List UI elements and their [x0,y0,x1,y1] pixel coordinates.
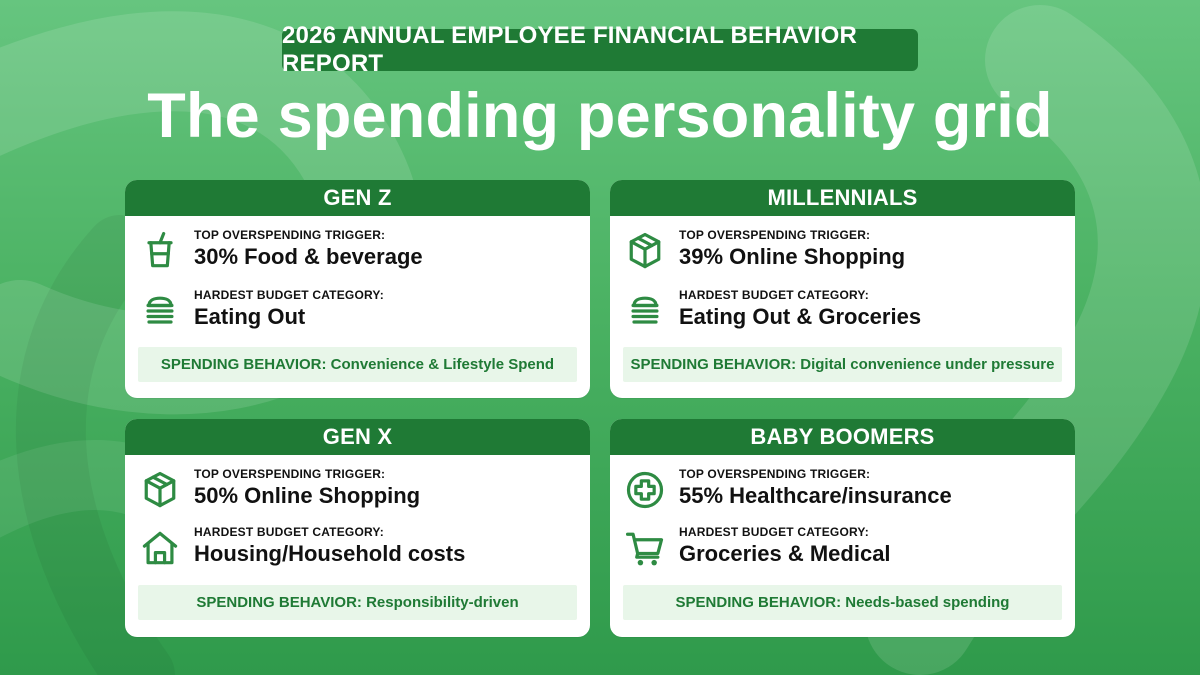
budget-category-row: HARDEST BUDGET CATEGORY: Groceries & Med… [610,525,1075,579]
drink-cup-icon [137,228,183,274]
budget-label: HARDEST BUDGET CATEGORY: [194,525,384,539]
spending-behavior-text: SPENDING BEHAVIOR: Convenience & Lifesty… [160,356,555,373]
medical-cross-icon [622,467,668,513]
card-header: GEN X [125,419,590,455]
trigger-value: 30% Food & beverage [194,244,423,269]
budget-value: Eating Out & Groceries [679,304,922,329]
trigger-label: TOP OVERSPENDING TRIGGER: [194,228,386,242]
page-title: The spending personality grid [0,81,1200,151]
spending-behavior: SPENDING BEHAVIOR: Digital convenience u… [623,347,1062,382]
overspending-trigger-row: TOP OVERSPENDING TRIGGER: 55% Healthcare… [610,467,1075,521]
budget-value: Housing/Household costs [194,541,466,566]
shopping-cart-icon [622,525,668,571]
card-header: BABY BOOMERS [610,419,1075,455]
trigger-label: TOP OVERSPENDING TRIGGER: [679,228,871,242]
card-title: GEN Z [323,185,392,210]
package-box-icon [137,467,183,513]
report-badge: 2026 ANNUAL EMPLOYEE FINANCIAL BEHAVIOR … [282,22,918,77]
budget-category-row: HARDEST BUDGET CATEGORY: Eating Out & Gr… [610,288,1075,342]
budget-label: HARDEST BUDGET CATEGORY: [679,288,869,302]
report-badge-label: 2026 ANNUAL EMPLOYEE FINANCIAL BEHAVIOR … [282,22,857,77]
overspending-trigger-row: TOP OVERSPENDING TRIGGER: 39% Online Sho… [610,228,1075,282]
package-box-icon [622,228,668,274]
burger-icon [137,288,183,334]
trigger-value: 39% Online Shopping [679,244,906,269]
spending-behavior: SPENDING BEHAVIOR: Needs-based spending [623,585,1062,620]
trigger-label: TOP OVERSPENDING TRIGGER: [194,467,386,481]
overspending-trigger-row: TOP OVERSPENDING TRIGGER: 30% Food & bev… [125,228,590,282]
trigger-value: 55% Healthcare/insurance [679,483,952,508]
budget-value: Groceries & Medical [679,541,891,566]
burger-icon [622,288,668,334]
budget-category-row: HARDEST BUDGET CATEGORY: Eating Out [125,288,590,342]
card-title: MILLENNIALS [767,185,918,210]
card-header: GEN Z [125,180,590,216]
card-header: MILLENNIALS [610,180,1075,216]
card-gen-x: GEN X TOP OVERSPENDING TRIGGER: 50% Onli… [125,419,590,637]
card-baby-boomers: BABY BOOMERS TOP OVERSPENDING TRIGGER: 5… [610,419,1075,637]
page-title-text: The spending personality grid [147,81,1053,151]
card-millennials: MILLENNIALS TOP OVERSPENDING TRIGGER: 39… [610,180,1075,398]
spending-behavior-text: SPENDING BEHAVIOR: Digital convenience u… [630,356,1055,373]
budget-label: HARDEST BUDGET CATEGORY: [679,525,869,539]
card-title: BABY BOOMERS [750,424,935,449]
budget-value: Eating Out [194,304,306,329]
budget-label: HARDEST BUDGET CATEGORY: [194,288,384,302]
overspending-trigger-row: TOP OVERSPENDING TRIGGER: 50% Online Sho… [125,467,590,521]
spending-behavior-text: SPENDING BEHAVIOR: Needs-based spending [675,594,1010,611]
budget-category-row: HARDEST BUDGET CATEGORY: Housing/Househo… [125,525,590,579]
trigger-value: 50% Online Shopping [194,483,421,508]
spending-behavior: SPENDING BEHAVIOR: Responsibility-driven [138,585,577,620]
trigger-label: TOP OVERSPENDING TRIGGER: [679,467,871,481]
house-icon [137,525,183,571]
card-gen-z: GEN Z TOP OVERSPENDING TRIGGER: 30% Food… [125,180,590,398]
spending-behavior-text: SPENDING BEHAVIOR: Responsibility-driven [196,594,519,611]
spending-behavior: SPENDING BEHAVIOR: Convenience & Lifesty… [138,347,577,382]
card-title: GEN X [322,424,393,449]
